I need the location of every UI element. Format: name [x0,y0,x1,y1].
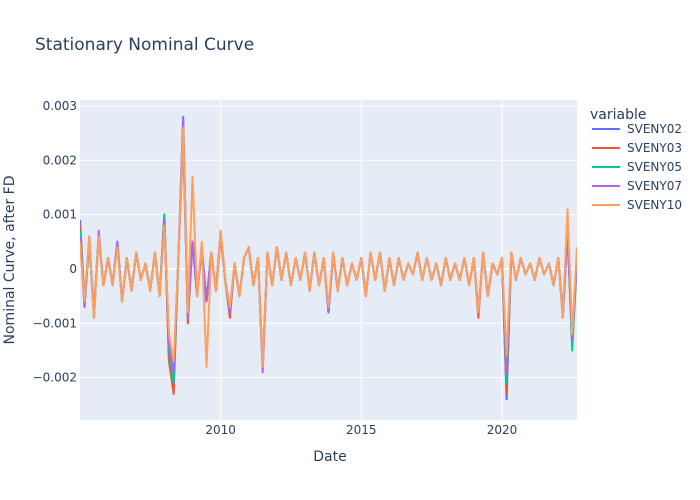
legend-item-sveny05[interactable]: SVENY05 [592,160,682,174]
chart-title: Stationary Nominal Curve [35,35,254,55]
legend-label: SVENY05 [627,160,682,174]
y-tick-label: 0.001 [43,208,77,222]
y-tick-label: −0.001 [33,316,77,330]
x-tick-label: 2015 [346,423,377,437]
x-tick-label: 2020 [487,423,518,437]
x-axis-title: Date [313,449,346,465]
legend-item-sveny02[interactable]: SVENY02 [592,122,682,136]
legend-item-sveny03[interactable]: SVENY03 [592,141,682,155]
x-tick-label: 2010 [205,423,236,437]
y-tick-label: −0.002 [33,371,77,385]
legend-label: SVENY10 [627,198,682,212]
tick-layer: −0.002 −0.001 0 0.001 0.002 0.003 2010 2015 2020 [33,99,518,437]
legend-title: variable [590,107,646,123]
series-line-sveny10 [80,126,577,368]
legend-item-sveny10[interactable]: SVENY10 [592,198,682,212]
legend-label: SVENY03 [627,141,682,155]
grid-layer [80,100,577,420]
legend: variable SVENY02SVENY03SVENY05SVENY07SVE… [590,107,682,212]
y-tick-label: 0.003 [43,99,77,113]
series-layer [80,115,577,401]
y-tick-label: 0 [69,262,77,276]
legend-items: SVENY02 SVENY03 SVENY05 SVENY07 SVENY10 [592,122,682,212]
y-axis-title: Nominal Curve, after FD [2,176,18,345]
legend-label: SVENY07 [627,179,682,193]
y-tick-label: 0.002 [43,153,77,167]
legend-item-sveny07[interactable]: SVENY07 [592,179,682,193]
legend-label: SVENY02 [627,122,682,136]
